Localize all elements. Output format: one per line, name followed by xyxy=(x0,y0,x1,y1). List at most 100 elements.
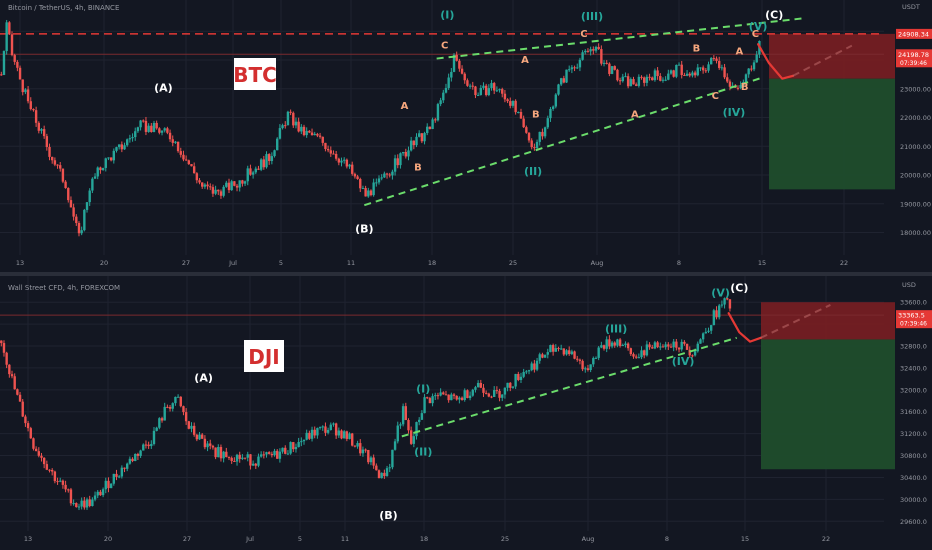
dji-panel[interactable]: (A) (B) (C) (I) (II) (III) (IV) (V) DJI Wall Stre… xyxy=(0,276,932,543)
candle xyxy=(458,397,461,400)
candle xyxy=(340,430,343,439)
candle xyxy=(669,70,673,74)
candle xyxy=(332,423,335,425)
candle xyxy=(576,67,579,69)
candle xyxy=(334,153,338,159)
candle xyxy=(701,333,705,340)
candle xyxy=(562,348,566,355)
price-tag-value: 33363.5 xyxy=(898,312,925,320)
candle xyxy=(538,354,541,361)
candle xyxy=(198,180,201,183)
candle xyxy=(292,112,295,126)
candle xyxy=(0,340,3,344)
candle xyxy=(592,49,595,51)
candle xyxy=(412,436,416,444)
projected-trend-line xyxy=(760,304,831,339)
y-tick-label: 20000.00 xyxy=(900,172,931,180)
candle xyxy=(48,469,51,471)
candle xyxy=(626,76,630,87)
candle xyxy=(503,387,507,395)
candle xyxy=(112,473,116,484)
candle xyxy=(396,158,399,166)
candle xyxy=(318,135,322,137)
candle xyxy=(399,424,402,426)
candle xyxy=(476,94,480,96)
x-tick-label: Jul xyxy=(245,535,254,543)
x-tick-label: 27 xyxy=(182,259,190,267)
candle xyxy=(61,168,65,182)
candle xyxy=(546,352,549,355)
candle xyxy=(487,88,491,96)
candle xyxy=(401,151,405,154)
candle xyxy=(313,429,316,436)
candle xyxy=(517,373,520,380)
resistance-trendline xyxy=(436,17,804,60)
candle xyxy=(233,181,236,186)
candle xyxy=(195,173,199,181)
candle xyxy=(168,132,172,140)
candle xyxy=(543,127,547,137)
candle xyxy=(570,67,574,70)
candle xyxy=(284,125,287,127)
candle xyxy=(656,342,659,348)
candle xyxy=(184,159,188,161)
candle xyxy=(525,371,528,373)
candle xyxy=(203,184,207,187)
candle xyxy=(613,342,616,346)
candle xyxy=(308,432,311,439)
candle xyxy=(152,430,156,444)
candle xyxy=(434,395,437,397)
candle xyxy=(506,382,509,388)
candle xyxy=(501,394,504,398)
btc-panel[interactable]: (A)(B)(C)(I)(II)(III)(IV)(V)ABCABCABCABC… xyxy=(0,0,932,267)
candle xyxy=(511,100,515,106)
candle xyxy=(174,396,177,404)
candle xyxy=(559,348,563,350)
candle xyxy=(589,49,592,52)
wave-label: (IV) xyxy=(723,106,746,119)
candle xyxy=(16,61,19,68)
candle xyxy=(326,429,330,433)
candle xyxy=(32,438,35,449)
candle xyxy=(409,140,413,151)
projection-curve xyxy=(756,43,795,80)
candle xyxy=(329,150,332,154)
candle xyxy=(594,357,598,359)
candle xyxy=(85,499,89,508)
candle xyxy=(117,476,121,478)
candle xyxy=(364,449,367,451)
candle xyxy=(474,86,477,96)
candle xyxy=(380,472,383,479)
candle xyxy=(179,151,182,155)
candle xyxy=(640,76,643,78)
candle xyxy=(463,390,466,401)
candle xyxy=(597,46,600,50)
candle xyxy=(688,73,691,76)
wave-label: B xyxy=(414,163,422,174)
candle xyxy=(233,460,236,462)
x-tick-label: 5 xyxy=(279,259,283,267)
candle xyxy=(40,455,43,458)
candle xyxy=(691,72,694,76)
x-tick-label: 20 xyxy=(104,535,112,543)
candle xyxy=(270,453,274,456)
candle xyxy=(554,348,558,352)
candle xyxy=(144,120,148,132)
candle xyxy=(452,54,456,72)
candle xyxy=(752,62,756,70)
x-tick-label: Aug xyxy=(591,259,604,267)
candle xyxy=(498,89,501,91)
candle xyxy=(543,354,547,358)
candle xyxy=(632,354,635,357)
candle xyxy=(385,173,389,175)
candle xyxy=(351,164,354,174)
candle xyxy=(423,133,426,142)
candle xyxy=(48,146,51,157)
candle xyxy=(600,49,603,64)
candle xyxy=(91,499,94,507)
candle xyxy=(179,396,182,407)
candle xyxy=(10,374,14,377)
candle xyxy=(136,453,140,456)
candle xyxy=(262,454,266,456)
candle xyxy=(211,445,215,448)
